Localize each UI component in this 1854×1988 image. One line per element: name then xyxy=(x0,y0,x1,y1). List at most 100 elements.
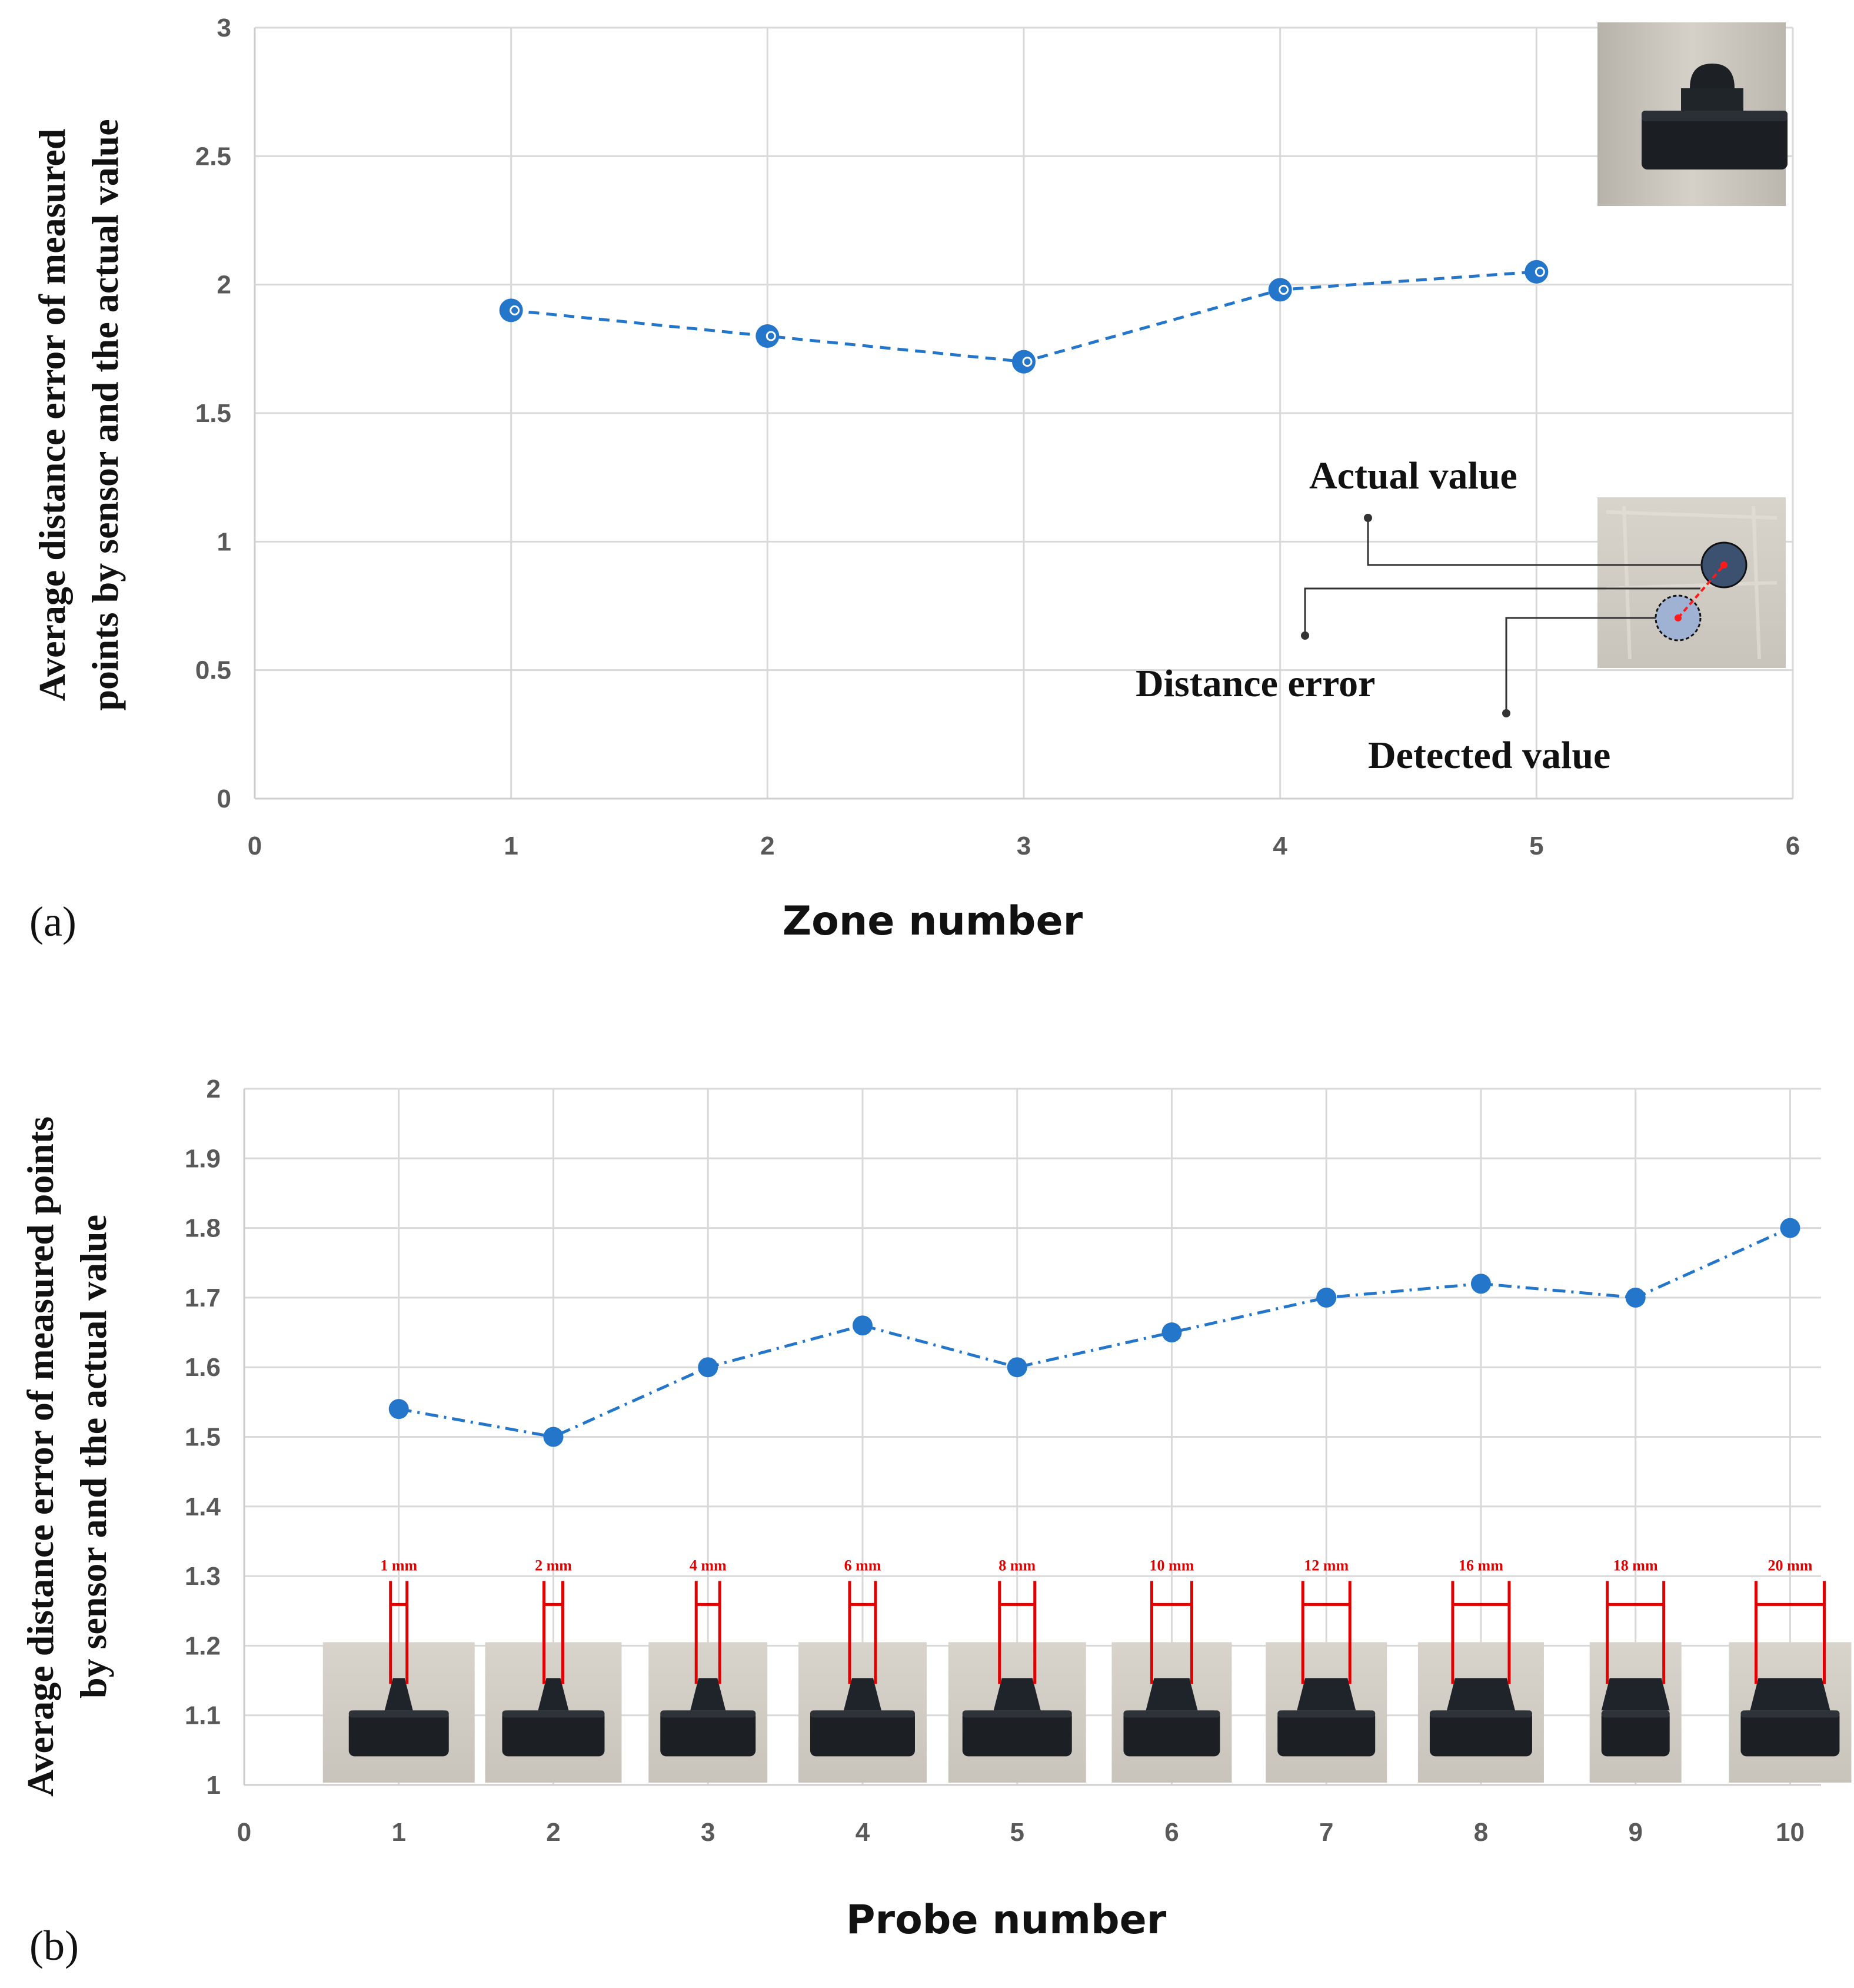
b-x-tick-label: 4 xyxy=(856,1818,870,1847)
probe-photo xyxy=(798,1642,927,1783)
b-x-tick-label: 2 xyxy=(546,1818,560,1847)
chart-a-y-axis-title-line-1: Average distance error of measured xyxy=(31,129,73,702)
b-y-tick-label: 1.5 xyxy=(185,1423,221,1452)
chart-b-series-line xyxy=(398,1226,1791,1439)
b-x-tick-label: 8 xyxy=(1474,1818,1488,1847)
probe-size-label: 12 mm xyxy=(1304,1557,1349,1574)
b-y-tick-label: 2 xyxy=(207,1075,221,1103)
probe-photo xyxy=(1417,1642,1544,1783)
chart-b-points xyxy=(388,1218,1800,1447)
b-x-tick-label: 7 xyxy=(1319,1818,1333,1847)
chart-a-y-tick-labels: 0 0.5 1 1.5 2 2.5 3 xyxy=(195,14,231,813)
probe-photo xyxy=(1266,1642,1387,1783)
b-y-tick-label: 1.9 xyxy=(185,1144,221,1173)
probe-size-label: 18 mm xyxy=(1613,1557,1658,1574)
chart-b-probe-photos: 1 mm 2 mm 4 mm 6 mm 8 mm 10 mm 12 mm 16 mm 18 mm… xyxy=(322,1557,1852,1783)
chart-b-x-axis-title: Probe number xyxy=(846,1897,1167,1943)
probe-size-label: 1 mm xyxy=(380,1557,417,1574)
a-y-tick-label: 0.5 xyxy=(195,656,231,685)
b-data-point xyxy=(1780,1218,1800,1238)
probe-size-label: 20 mm xyxy=(1768,1557,1813,1574)
chart-b-y-axis-title-line-2: by sensor and the actual value xyxy=(72,1215,114,1698)
probe-photo xyxy=(1111,1642,1232,1783)
a-y-tick-label: 1 xyxy=(217,527,231,556)
chart-a-y-axis-title-line-2: points by sensor and the actual value xyxy=(84,119,126,710)
b-x-tick-label: 1 xyxy=(392,1818,406,1847)
probe-size-label: 10 mm xyxy=(1150,1557,1194,1574)
a-x-tick-label: 1 xyxy=(504,832,518,860)
probe-photo xyxy=(648,1642,768,1783)
chart-b-y-axis-title: Average distance error of measured point… xyxy=(19,1116,114,1797)
chart-a-grid xyxy=(255,26,1794,800)
a-x-tick-label: 2 xyxy=(760,832,774,860)
a-x-tick-label: 3 xyxy=(1017,832,1031,860)
a-x-tick-label: 6 xyxy=(1786,832,1800,860)
a-data-point-highlight xyxy=(1279,284,1289,295)
b-x-tick-label: 5 xyxy=(1010,1818,1024,1847)
chart-b-x-tick-labels: 0 1 2 3 4 5 6 7 8 9 10 xyxy=(237,1818,1805,1847)
probe-dimension-bracket xyxy=(1301,1581,1352,1684)
chart-a-x-tick-labels: 0 1 2 3 4 5 6 xyxy=(248,832,1800,860)
b-data-point xyxy=(1007,1357,1027,1378)
chart-a-axes xyxy=(254,28,1793,800)
probe-photo xyxy=(1729,1642,1852,1783)
b-x-tick-label: 10 xyxy=(1776,1818,1805,1847)
b-data-point xyxy=(1470,1274,1491,1294)
distance-error-line xyxy=(1677,564,1725,619)
probe-dimension-bracket xyxy=(1451,1581,1511,1684)
b-data-point xyxy=(1625,1287,1646,1308)
chart-b-y-tick-labels: 1 1.1 1.2 1.3 1.4 1.5 1.6 1.7 1.8 1.9 2 xyxy=(185,1075,221,1800)
b-y-tick-label: 1.6 xyxy=(185,1353,221,1382)
chart-a: 0 0.5 1 1.5 2 2.5 3 0 1 2 3 4 5 6 Zone number Averag… xyxy=(29,14,1800,945)
probe-size-label: 2 mm xyxy=(535,1557,572,1574)
label-detected-value: Detected value xyxy=(1368,734,1610,777)
a-y-tick-label: 2 xyxy=(217,271,231,300)
probe-size-label: 4 mm xyxy=(690,1557,727,1574)
probe-photo-inset xyxy=(1597,22,1788,206)
a-data-point-highlight xyxy=(765,331,776,341)
probe-size-label: 8 mm xyxy=(998,1557,1036,1574)
b-x-tick-label: 3 xyxy=(701,1818,715,1847)
b-y-tick-label: 1.8 xyxy=(185,1214,221,1243)
probe-dimension-bracket xyxy=(389,1581,409,1684)
chart-a-points xyxy=(499,260,1549,374)
measurement-diagram-inset xyxy=(1597,497,1786,668)
probe-photo xyxy=(948,1642,1086,1783)
b-data-point xyxy=(1161,1322,1182,1343)
a-y-tick-label: 0 xyxy=(217,784,231,813)
label-actual-value: Actual value xyxy=(1309,454,1517,497)
a-y-tick-label: 2.5 xyxy=(195,142,231,171)
chart-a-y-axis-title: Average distance error of measured point… xyxy=(31,119,126,710)
b-y-tick-label: 1.2 xyxy=(185,1631,221,1660)
b-data-point xyxy=(543,1427,564,1447)
b-y-tick-label: 1 xyxy=(207,1771,221,1800)
panel-label-a: (a) xyxy=(29,898,76,945)
b-y-tick-label: 1.1 xyxy=(185,1701,221,1730)
probe-photo xyxy=(485,1642,622,1783)
panel-label-b: (b) xyxy=(29,1922,79,1969)
b-x-tick-label: 0 xyxy=(237,1818,251,1847)
probe-dimension-bracket xyxy=(998,1581,1037,1684)
b-x-tick-label: 9 xyxy=(1628,1818,1642,1847)
b-y-tick-label: 1.7 xyxy=(185,1284,221,1312)
probe-photo xyxy=(1589,1642,1682,1783)
a-data-point-highlight xyxy=(510,305,520,315)
a-data-point-highlight xyxy=(1535,267,1545,277)
b-x-tick-label: 6 xyxy=(1164,1818,1179,1847)
b-data-point xyxy=(388,1399,409,1419)
chart-b-axes xyxy=(243,1089,1821,1786)
probe-dimension-bracket xyxy=(1754,1581,1826,1684)
probe-dimension-bracket xyxy=(694,1581,721,1684)
probe-size-label: 6 mm xyxy=(844,1557,881,1574)
a-x-tick-label: 5 xyxy=(1529,832,1543,860)
a-x-tick-label: 4 xyxy=(1273,832,1287,860)
b-data-point xyxy=(1316,1287,1337,1308)
probe-size-label: 16 mm xyxy=(1459,1557,1503,1574)
probe-photo xyxy=(322,1642,475,1783)
b-y-tick-label: 1.4 xyxy=(185,1492,221,1521)
b-y-tick-label: 1.3 xyxy=(185,1562,221,1591)
a-data-point-highlight xyxy=(1022,357,1033,367)
b-data-point xyxy=(852,1315,873,1336)
